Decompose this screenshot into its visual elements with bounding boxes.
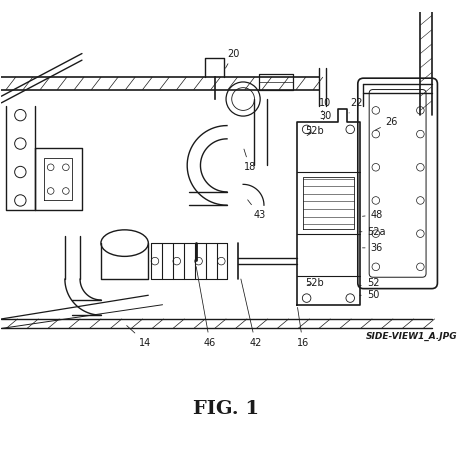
Text: 52b: 52b xyxy=(305,126,324,136)
Text: 16: 16 xyxy=(297,307,309,348)
Text: 46: 46 xyxy=(196,266,216,348)
Text: 10: 10 xyxy=(319,98,332,112)
Text: 50: 50 xyxy=(360,290,379,300)
Text: 48: 48 xyxy=(363,210,383,220)
Text: FIG. 1: FIG. 1 xyxy=(193,400,259,418)
Text: 26: 26 xyxy=(375,117,398,130)
Text: 43: 43 xyxy=(247,200,265,220)
Text: 36: 36 xyxy=(363,243,383,253)
Text: 52: 52 xyxy=(360,278,379,288)
Text: 22: 22 xyxy=(349,98,363,113)
Text: 52b: 52b xyxy=(305,278,324,288)
Text: 20: 20 xyxy=(226,49,240,68)
Text: 52a: 52a xyxy=(360,227,386,237)
Text: SIDE-VIEW1_A.JPG: SIDE-VIEW1_A.JPG xyxy=(366,331,458,340)
Text: 42: 42 xyxy=(241,279,262,348)
Text: 30: 30 xyxy=(319,111,332,121)
Text: 14: 14 xyxy=(127,326,152,348)
Text: 18: 18 xyxy=(244,149,256,172)
